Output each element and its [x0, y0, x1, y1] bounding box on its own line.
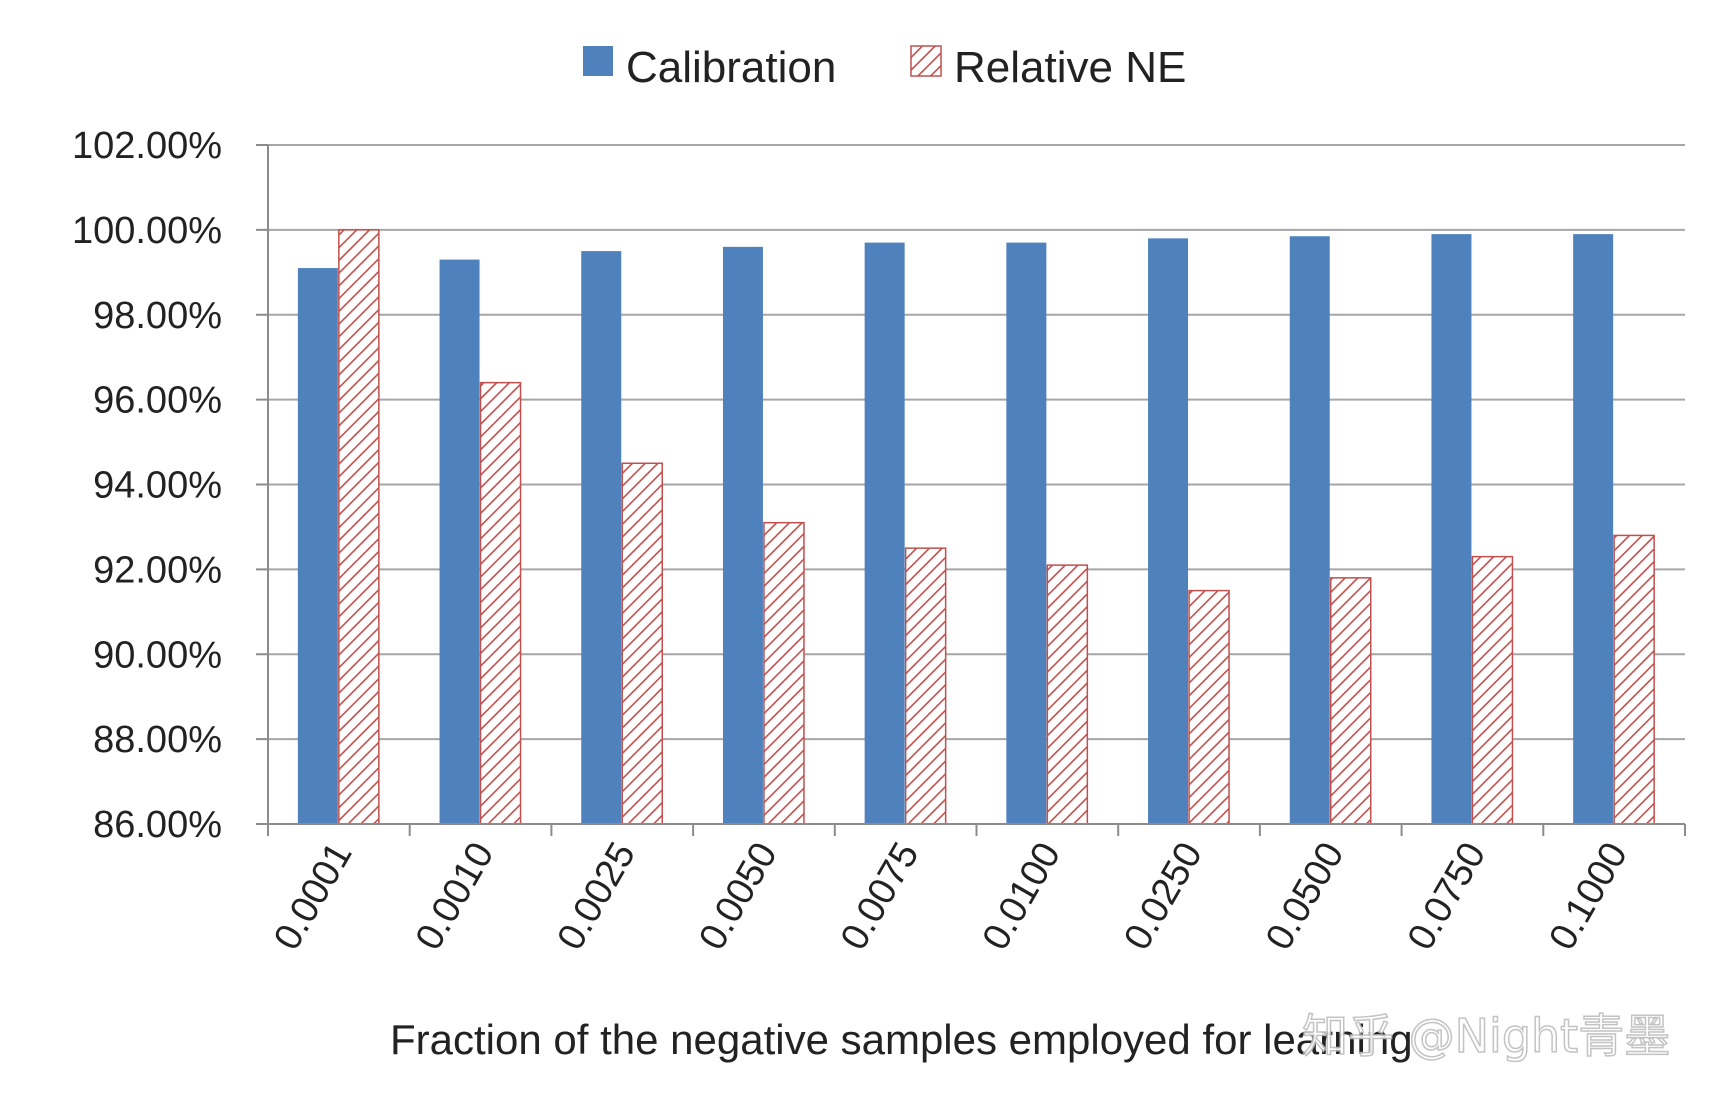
- x-tick-label: 0.0750: [1400, 836, 1494, 958]
- bar-calibration: [864, 242, 905, 824]
- x-tick-label: 0.0100: [975, 836, 1069, 958]
- y-tick-label: 96.00%: [93, 380, 222, 422]
- legend-swatch-relative-ne: [910, 45, 942, 77]
- bar-relative-ne: [904, 547, 947, 825]
- bar-relative-ne: [1471, 555, 1514, 825]
- x-tick-label: 0.0075: [833, 836, 927, 958]
- bar-relative-ne: [1046, 564, 1089, 825]
- y-tick-label: 90.00%: [93, 634, 222, 676]
- y-tick-label: 94.00%: [93, 465, 222, 507]
- y-tick-label: 92.00%: [93, 549, 222, 591]
- bar-relative-ne: [621, 462, 663, 825]
- bar-calibration: [1289, 236, 1330, 825]
- bar-calibration: [1431, 234, 1472, 824]
- bar-relative-ne: [1330, 577, 1372, 825]
- y-tick-label: 100.00%: [72, 210, 222, 252]
- bar-calibration: [1148, 238, 1189, 825]
- bar-relative-ne: [479, 381, 522, 825]
- bar-relative-ne: [338, 229, 380, 825]
- x-tick-label: 0.0001: [266, 836, 360, 958]
- bar-calibration: [1006, 242, 1047, 824]
- y-tick-label: 86.00%: [93, 804, 222, 846]
- bar-calibration: [439, 259, 480, 824]
- y-tick-label: 98.00%: [93, 295, 222, 337]
- legend: Calibration Relative NE: [583, 43, 1186, 92]
- bar-calibration: [1573, 234, 1614, 824]
- bar-relative-ne: [763, 521, 805, 825]
- y-tick-label: 88.00%: [93, 719, 222, 761]
- x-tick-label: 0.0025: [550, 836, 644, 958]
- x-tick-label: 0.1000: [1541, 836, 1635, 958]
- bar-calibration: [722, 246, 763, 825]
- watermark: 知乎 @Night青墨: [1302, 1009, 1670, 1063]
- bar-calibration: [297, 268, 338, 825]
- x-tick-label: 0.0050: [691, 836, 785, 958]
- y-tick-label: 102.00%: [72, 125, 222, 167]
- legend-label-relative-ne: Relative NE: [954, 43, 1186, 92]
- x-tick-label: 0.0250: [1116, 836, 1210, 958]
- bar-calibration: [581, 251, 622, 824]
- x-tick-label: 0.0500: [1258, 836, 1352, 958]
- legend-label-calibration: Calibration: [626, 43, 836, 92]
- legend-swatch-calibration: [583, 46, 613, 76]
- bar-relative-ne: [1613, 534, 1655, 825]
- x-tick-label: 0.0010: [408, 836, 502, 958]
- x-axis-title: Fraction of the negative samples employe…: [390, 1016, 1413, 1063]
- bars: [297, 229, 1655, 825]
- y-axis-ticks: 86.00% 88.00% 90.00% 92.00% 94.00% 96.00% 98.0…: [72, 125, 268, 846]
- bar-relative-ne: [1188, 589, 1230, 825]
- x-axis-ticks: 0.0001 0.0010 0.0025 0.0050 0.0075 0.0100 0.02…: [266, 824, 1686, 958]
